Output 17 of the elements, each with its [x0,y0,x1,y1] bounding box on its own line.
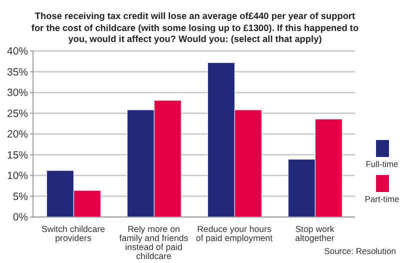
source-note: Source: Resolution [324,246,396,256]
y-tick-label: 40% [6,46,28,58]
x-tick-label: Switch childcare providers [41,224,106,243]
y-tick-label: 30% [6,87,28,100]
chart-title: Those receiving tax credit will lose an average of£440 per year of support for the cost of childcare (with some losing up to £1300). If this happened to you, would it affect you? Would you: (select all that apply) [30,11,360,46]
x-tick-label: Reduce your hours of paid employment [196,224,274,243]
x-tick-label: Stop work altogether [295,224,335,243]
y-tick-label: 35% [6,66,28,78]
y-tick-label: 25% [6,108,28,120]
y-tick-label: 10% [6,170,28,182]
legend-label: Full-time [366,159,398,169]
y-tick-label: 15% [6,149,28,162]
y-tick-label: 5% [12,190,28,203]
legend-label: Part-time [364,194,400,204]
y-tick-label: 20% [6,128,28,141]
x-tick-label: Rely more on family and friends instead of paid childcare [119,224,189,261]
y-tick-label: 0% [12,212,28,224]
